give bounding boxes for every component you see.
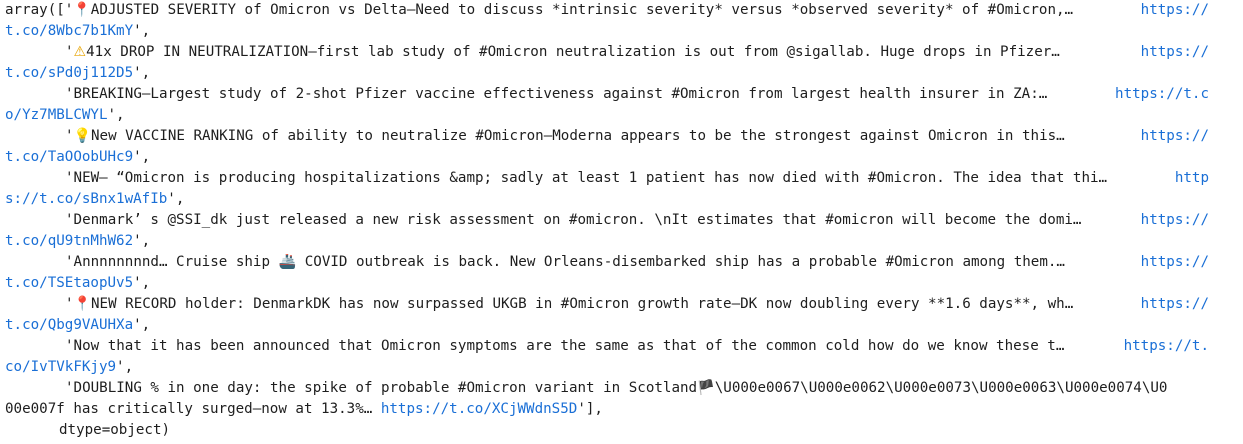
tweet-text: Annnnnnnnd… Cruise ship 🚢 COVID outbreak… <box>73 254 1065 270</box>
array-line-continuation: co/IvTVkFKjy9', <box>5 359 134 375</box>
dtype-text: dtype=object) <box>59 422 171 438</box>
tweet-link-continued[interactable]: t.co/qU9tnMhW62 <box>5 233 134 249</box>
tweet-link[interactable]: https://t.co/XCjWWdnS5D <box>380 401 578 417</box>
tweet-link-continued[interactable]: co/IvTVkFKjy9 <box>5 359 117 375</box>
array-line-5: 'NEW— “Omicron is producing hospitalizat… <box>5 168 1227 189</box>
tweet-text: Now that it has been announced that Omic… <box>73 338 1065 354</box>
tweet-link[interactable]: https:// <box>1134 210 1209 231</box>
array-line-continuation: s://t.co/sBnx1wAfIb', <box>5 191 185 207</box>
tweet-text: Denmark’ s @SSI_dk just released a new r… <box>73 212 1082 228</box>
tweet-text: 41x DROP IN NEUTRALIZATION—first lab stu… <box>86 44 1060 60</box>
array-line-continuation: t.co/sPd0j112D5', <box>5 65 151 81</box>
tweet-link[interactable]: http <box>1168 168 1209 189</box>
array-line-8: '📍NEW RECORD holder: DenmarkDK has now s… <box>5 294 1227 315</box>
array-line-4: '💡New VACCINE RANKING of ability to neut… <box>5 126 1227 147</box>
tweet-text: New VACCINE RANKING of ability to neutra… <box>90 128 1065 144</box>
array-line-continuation: t.co/qU9tnMhW62', <box>5 233 151 249</box>
tweet-text: DOUBLING % in one day: the spike of prob… <box>73 380 1168 396</box>
tweet-link[interactable]: https://t.c <box>1109 84 1209 105</box>
array-line-continuation: t.co/Qbg9VAUHXa', <box>5 317 151 333</box>
array-line-continuation: t.co/TaOOobUHc9', <box>5 149 151 165</box>
tweet-link[interactable]: https:// <box>1134 42 1209 63</box>
warning-icon: ⚠ <box>73 44 87 60</box>
array-line-continuation: t.co/TSEtaopUv5', <box>5 275 151 291</box>
tweet-text: ADJUSTED SEVERITY of Omicron vs Delta—Ne… <box>90 2 1074 18</box>
tweet-text: NEW RECORD holder: DenmarkDK has now sur… <box>90 296 1074 312</box>
tweet-link-continued[interactable]: t.co/Qbg9VAUHXa <box>5 317 134 333</box>
array-line-10: 'DOUBLING % in one day: the spike of pro… <box>65 380 1168 396</box>
tweet-link-continued[interactable]: t.co/8Wbc7b1KmY <box>5 23 134 39</box>
array-line-9: 'Now that it has been announced that Omi… <box>5 336 1227 357</box>
array-line-continuation: o/Yz7MBLCWYL', <box>5 107 125 123</box>
array-prefix: array([ <box>5 2 65 18</box>
tweet-link-continued[interactable]: s://t.co/sBnx1wAfIb <box>5 191 168 207</box>
round-pushpin-icon: 📍 <box>73 296 91 312</box>
tweet-link[interactable]: https:// <box>1134 126 1209 147</box>
tweet-link-continued[interactable]: o/Yz7MBLCWYL <box>5 107 108 123</box>
tweet-link-continued[interactable]: t.co/TSEtaopUv5 <box>5 275 134 291</box>
array-line-1: array(['📍ADJUSTED SEVERITY of Omicron vs… <box>5 0 1227 21</box>
light-bulb-icon: 💡 <box>73 128 91 144</box>
dtype-line: dtype=object) <box>5 420 170 441</box>
array-line-3: 'BREAKING—Largest study of 2-shot Pfizer… <box>5 84 1227 105</box>
array-line-2: '⚠41x DROP IN NEUTRALIZATION—first lab s… <box>5 42 1227 63</box>
tweet-link[interactable]: https://t. <box>1117 336 1209 357</box>
tweet-text: BREAKING—Largest study of 2-shot Pfizer … <box>73 86 1048 102</box>
array-line-continuation: 00e007f has critically surged—now at 13.… <box>5 401 603 417</box>
array-line-continuation: t.co/8Wbc7b1KmY', <box>5 23 151 39</box>
tweet-text: NEW— “Omicron is producing hospitalizati… <box>73 170 1108 186</box>
array-line-6: 'Denmark’ s @SSI_dk just released a new … <box>5 210 1227 231</box>
round-pushpin-icon: 📍 <box>73 2 91 18</box>
open-quote: ' <box>64 2 74 18</box>
tweet-text-continued: 00e007f has critically surged—now at 13.… <box>5 401 381 417</box>
tweet-link[interactable]: https:// <box>1134 294 1209 315</box>
tweet-link[interactable]: https:// <box>1134 0 1209 21</box>
tweet-link[interactable]: https:// <box>1134 252 1209 273</box>
array-line-7: 'Annnnnnnnd… Cruise ship 🚢 COVID outbrea… <box>5 252 1227 273</box>
tweet-link-continued[interactable]: t.co/sPd0j112D5 <box>5 65 134 81</box>
tweet-link-continued[interactable]: t.co/TaOOobUHc9 <box>5 149 134 165</box>
array-suffix: ], <box>585 401 603 417</box>
